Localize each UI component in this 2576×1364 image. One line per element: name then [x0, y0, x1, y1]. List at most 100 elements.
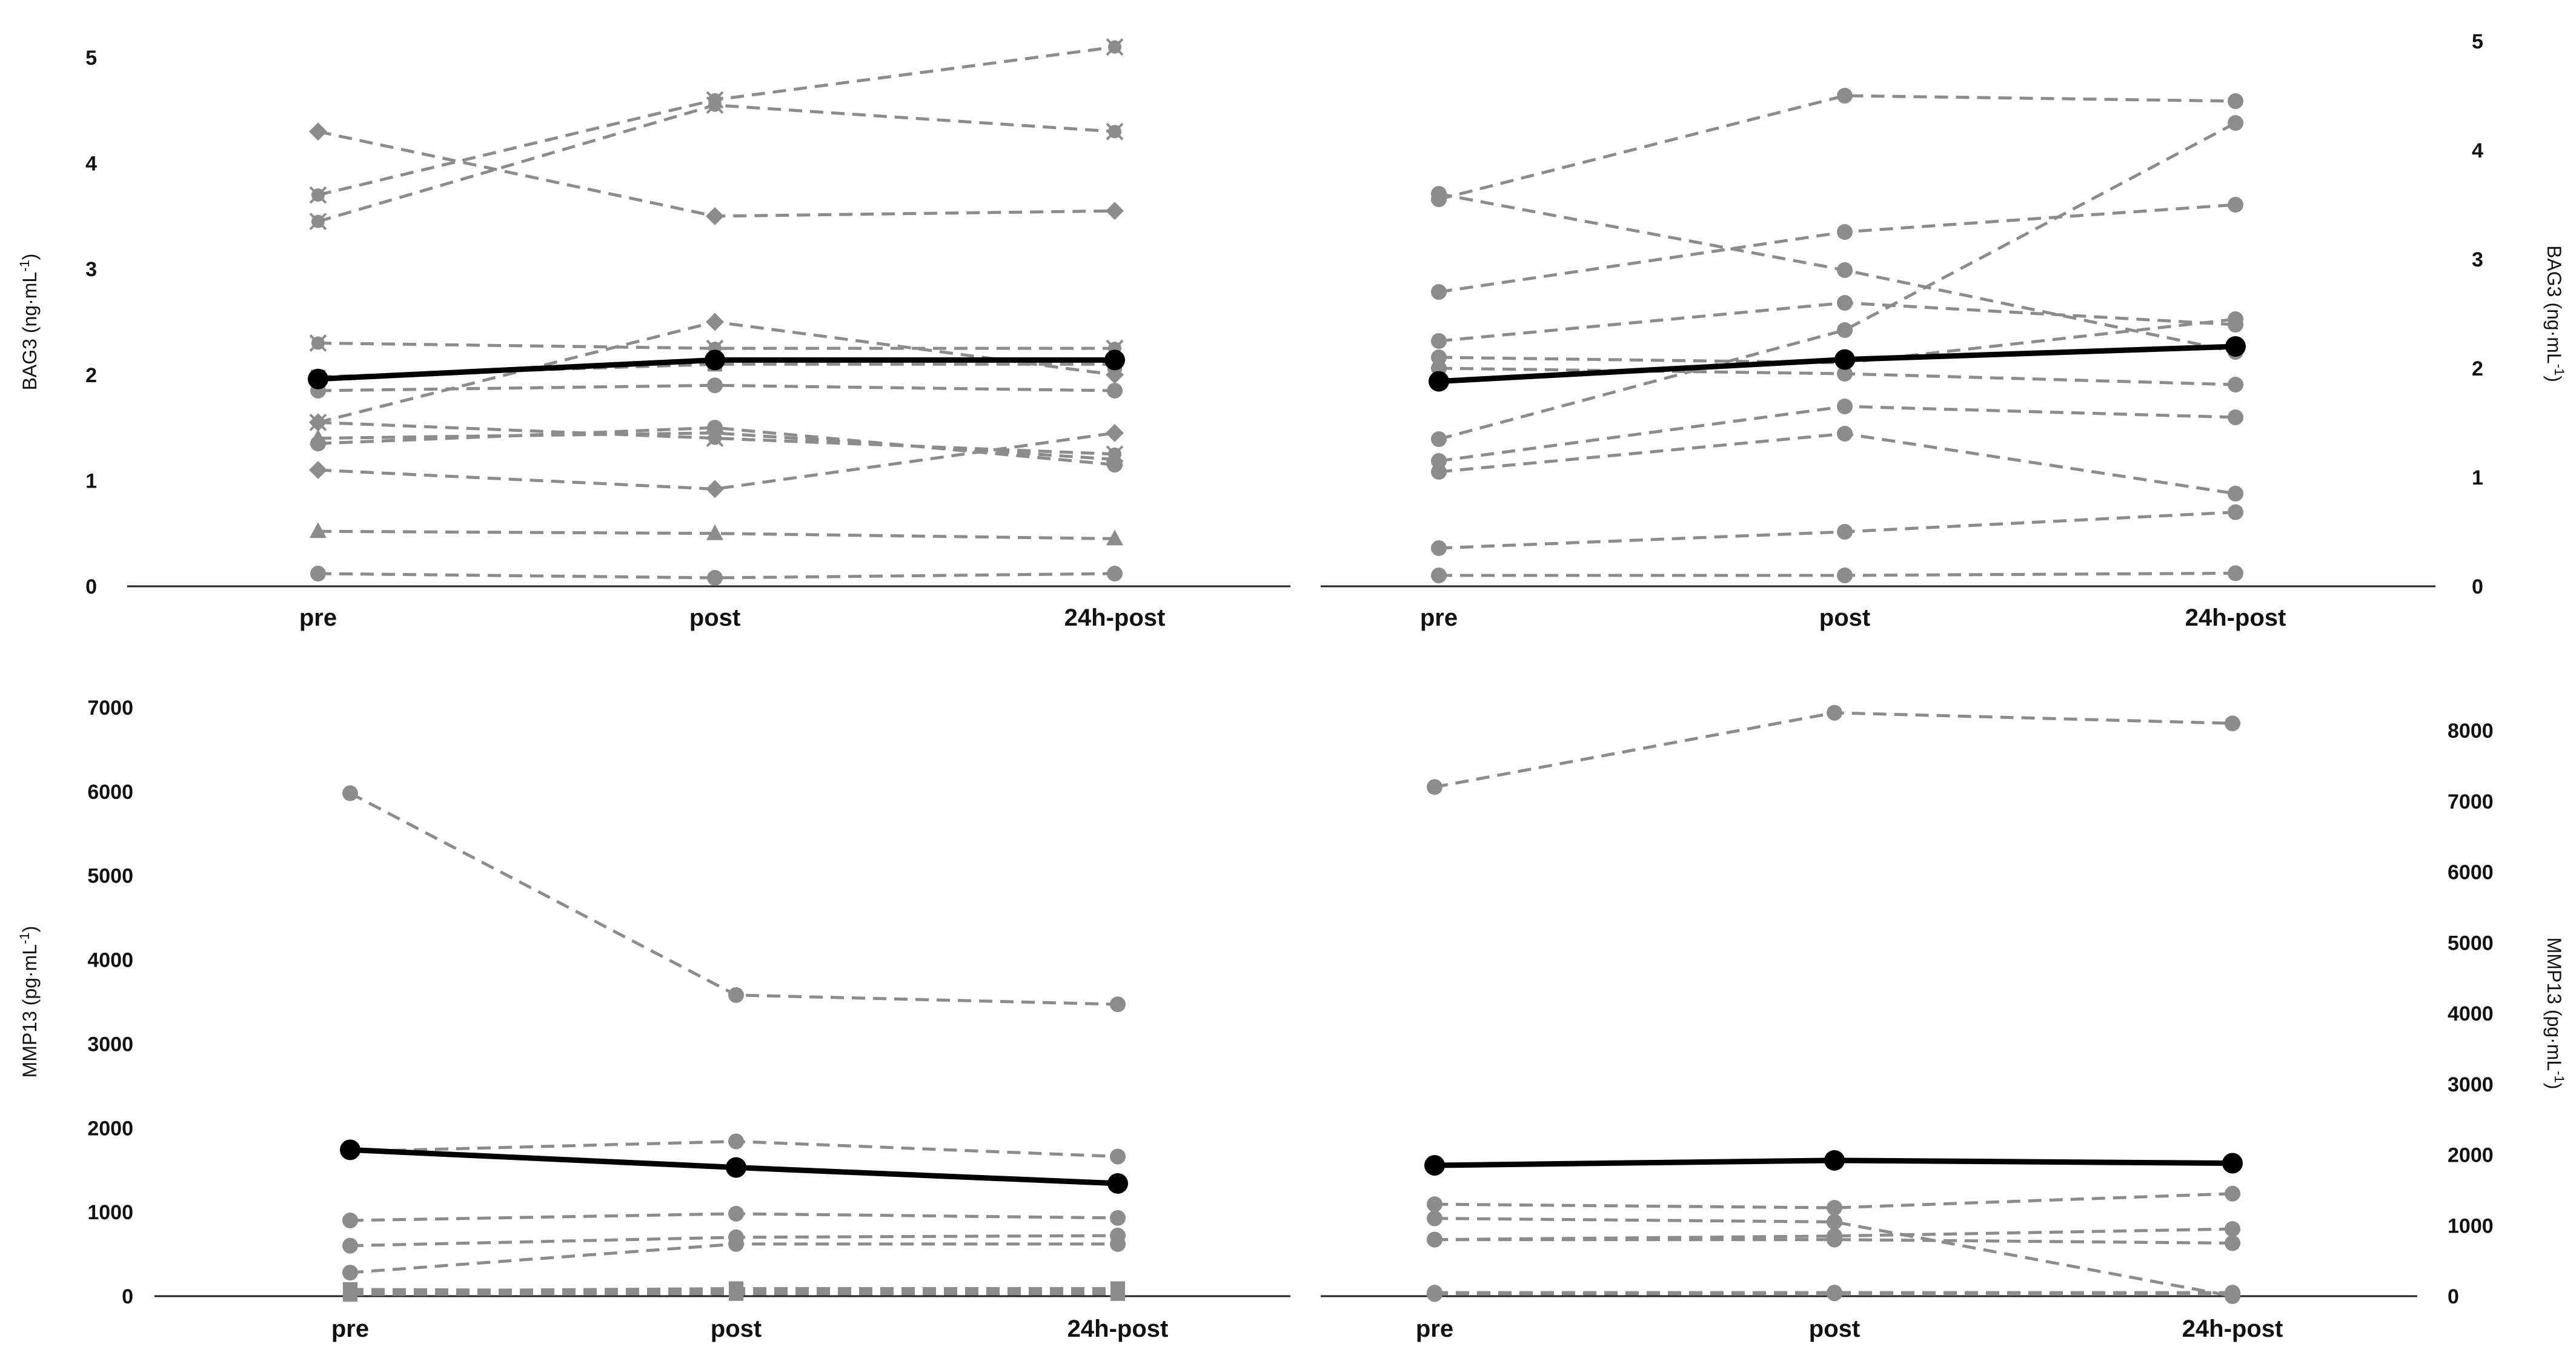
chart-panel-top-left: 0 1 2 3 4 5 pre post 24h-post BAG3 (ng·mL-1) — [17, 38, 1290, 631]
individual-data-point — [728, 987, 744, 1003]
individual-data-point — [2228, 311, 2243, 327]
individual-data-point — [2228, 115, 2243, 131]
individual-data-point — [1827, 704, 1842, 721]
individual-data-point — [1837, 295, 1853, 311]
mean-data-point — [1107, 1173, 1128, 1194]
mean-data-point — [1104, 349, 1125, 371]
individual-data-point — [1431, 186, 1447, 202]
y-tick-label: 0 — [2448, 1285, 2459, 1308]
x-category-label: post — [689, 604, 740, 631]
y-axis-label: MMP13 (pg·mL-1) — [17, 926, 41, 1078]
mean-data-point — [308, 368, 328, 389]
individual-data-point — [1837, 426, 1853, 442]
individual-data-point — [1106, 450, 1123, 466]
individual-data-point — [1427, 1210, 1442, 1227]
individual-data-point — [728, 1133, 744, 1150]
individual-data-point — [309, 122, 327, 141]
x-category-label: post — [1819, 604, 1870, 631]
x-category-label: post — [711, 1316, 762, 1342]
individual-data-point — [1827, 1285, 1842, 1302]
y-tick-label: 1000 — [87, 1201, 133, 1224]
individual-data-point — [2225, 715, 2240, 732]
individual-series-line — [1427, 1185, 2240, 1216]
individual-data-point — [1827, 1200, 1842, 1216]
individual-series-line — [1431, 426, 2243, 502]
individual-data-point — [728, 1236, 744, 1252]
individual-data-point — [1431, 333, 1447, 349]
individual-data-point — [342, 1237, 358, 1254]
y-tick-label: 1 — [2472, 466, 2483, 489]
y-tick-label: 5000 — [87, 865, 133, 888]
individual-data-point — [310, 429, 327, 445]
individual-data-point — [1837, 88, 1853, 104]
y-tick-label: 0 — [122, 1285, 133, 1308]
individual-data-point — [706, 207, 724, 225]
y-tick-label: 3 — [2472, 248, 2483, 271]
mean-data-point — [340, 1139, 360, 1160]
individual-data-point — [1110, 1210, 1126, 1226]
y-tick-label: 1 — [85, 469, 97, 492]
individual-data-point — [1427, 1286, 1442, 1302]
individual-series-line — [1427, 1231, 2240, 1251]
mean-series-line — [308, 349, 1125, 389]
individual-series-line — [343, 1286, 1125, 1302]
individual-series-line — [342, 1205, 1126, 1229]
individual-data-point — [1106, 529, 1123, 546]
individual-series-line — [309, 96, 1124, 231]
individual-data-point — [729, 1286, 743, 1301]
individual-data-point — [1110, 1148, 1126, 1165]
individual-data-point — [1837, 366, 1853, 382]
individual-data-point — [309, 413, 327, 431]
y-tick-label: 3 — [85, 258, 97, 281]
individual-data-point — [706, 313, 724, 331]
individual-data-point — [2225, 1185, 2240, 1202]
mean-series-line — [1429, 336, 2246, 392]
individual-series-line — [310, 566, 1123, 586]
y-tick-label: 5 — [2472, 30, 2483, 53]
x-category-label: 24h-post — [2185, 604, 2286, 631]
individual-data-point — [706, 480, 724, 498]
individual-data-point — [1431, 431, 1447, 447]
individual-series-line — [1431, 115, 2243, 447]
y-axis-label: MMP13 (pg·mL-1) — [2543, 938, 2568, 1090]
individual-data-point — [1110, 996, 1126, 1013]
individual-data-point — [2228, 197, 2243, 213]
x-category-label: 24h-post — [1064, 604, 1166, 631]
individual-data-point — [1427, 1231, 1442, 1248]
individual-data-point — [1837, 322, 1853, 338]
y-tick-label: 4 — [2472, 139, 2483, 162]
individual-data-point — [1431, 540, 1447, 556]
x-category-label: pre — [1420, 604, 1458, 631]
individual-data-point — [2228, 565, 2243, 581]
y-tick-label: 5 — [85, 47, 97, 70]
individual-data-point — [1106, 122, 1124, 141]
individual-series-line — [1431, 295, 2243, 349]
individual-series-line — [1431, 88, 2243, 207]
individual-data-point — [2228, 504, 2243, 520]
y-tick-label: 5000 — [2448, 932, 2494, 955]
mean-data-point — [1824, 1150, 1845, 1171]
mean-data-point — [2225, 336, 2246, 357]
individual-data-point — [1110, 1286, 1125, 1301]
y-tick-label: 0 — [85, 575, 97, 598]
y-tick-label: 2 — [2472, 357, 2483, 380]
individual-data-point — [706, 96, 724, 114]
y-tick-label: 4000 — [87, 949, 133, 972]
mean-data-point — [1429, 371, 1449, 392]
y-tick-label: 7000 — [2448, 790, 2494, 813]
individual-data-point — [342, 1213, 358, 1229]
x-category-label: pre — [331, 1316, 369, 1342]
individual-data-point — [1427, 1196, 1442, 1213]
individual-data-point — [342, 1265, 358, 1281]
mean-data-point — [726, 1157, 746, 1178]
y-axis-label: BAG3 (ng·mL-1) — [17, 254, 41, 391]
individual-data-point — [1106, 423, 1124, 442]
individual-data-point — [1106, 202, 1124, 220]
individual-data-point — [1837, 262, 1853, 278]
individual-data-point — [2228, 93, 2243, 109]
individual-data-point — [1431, 568, 1447, 583]
individual-data-point — [707, 377, 723, 394]
individual-data-point — [310, 566, 326, 582]
individual-series-line — [342, 785, 1126, 1013]
